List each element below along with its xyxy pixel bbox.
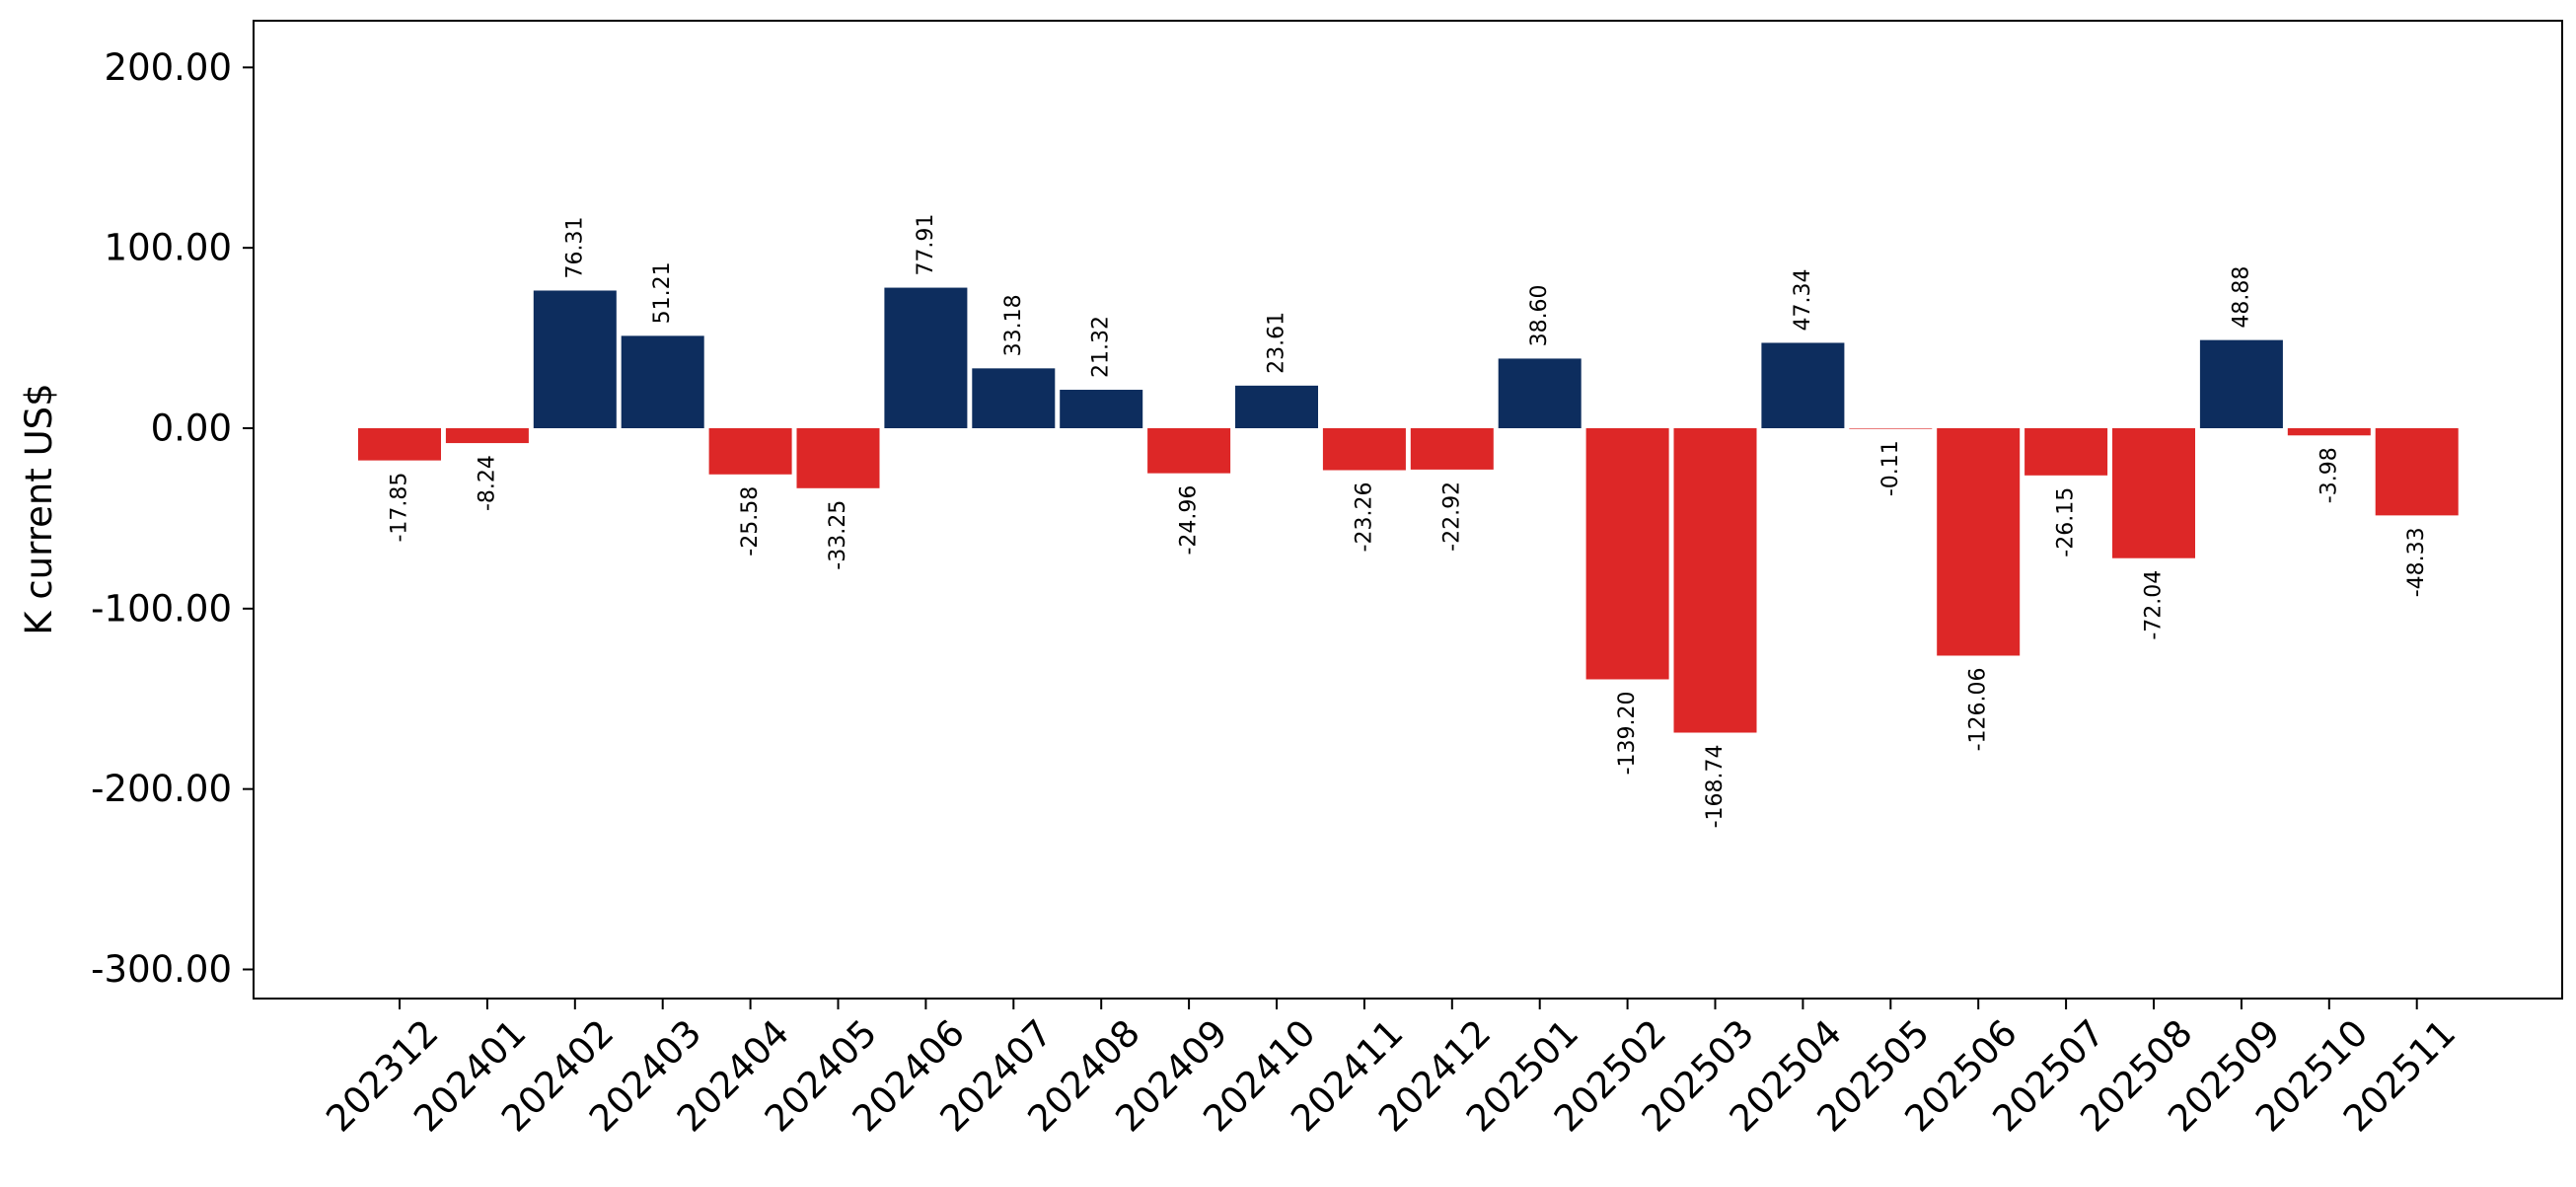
y-tick-label: -100.00: [91, 587, 232, 630]
data-label-202501: 38.60: [1527, 284, 1552, 346]
bar-202406: [884, 287, 968, 428]
bar-202312: [358, 428, 441, 461]
bar-202411: [1322, 428, 1406, 471]
bar-202508: [2112, 428, 2195, 558]
data-label-202407: 33.18: [1001, 294, 1026, 356]
data-label-202503: -168.74: [1703, 745, 1728, 829]
bar-202410: [1235, 385, 1318, 428]
bar-202504: [1761, 342, 1845, 428]
bar-202502: [1585, 428, 1669, 680]
bar-202511: [2375, 428, 2459, 516]
bar-202409: [1147, 428, 1231, 474]
y-tick-label: -200.00: [91, 768, 232, 810]
data-label-202402: 76.31: [562, 216, 587, 278]
y-tick-label: -300.00: [91, 948, 232, 991]
bar-202403: [621, 335, 704, 428]
data-label-202411: -23.26: [1352, 482, 1376, 553]
bar-202407: [972, 368, 1056, 428]
bar-202402: [533, 290, 617, 428]
y-tick-label: 100.00: [105, 227, 232, 269]
data-label-202412: -22.92: [1439, 482, 1464, 552]
data-label-202502: -139.20: [1615, 691, 1640, 775]
bar-202405: [796, 428, 880, 488]
data-label-202401: -8.24: [475, 455, 499, 511]
data-label-202404: -25.58: [738, 486, 763, 556]
data-label-202506: -126.06: [1966, 667, 1991, 751]
bar-202510: [2287, 428, 2371, 436]
data-label-202511: -48.33: [2404, 527, 2429, 597]
data-label-202408: 21.32: [1089, 316, 1114, 378]
data-label-202405: -33.25: [826, 500, 850, 570]
bar-202505: [1849, 428, 1933, 429]
data-label-202507: -26.15: [2054, 487, 2079, 557]
bar-202509: [2199, 339, 2283, 428]
data-label-202410: 23.61: [1265, 312, 1289, 374]
bars-layer: [358, 287, 2459, 733]
bar-202501: [1498, 358, 1582, 428]
bar-202408: [1060, 390, 1143, 428]
data-label-202508: -72.04: [2142, 570, 2167, 640]
y-axis-label: K current US$: [18, 383, 60, 634]
data-label-202403: 51.21: [650, 261, 675, 324]
bar-202412: [1410, 428, 1494, 470]
y-tick-label: 0.00: [151, 408, 232, 450]
bar-202506: [1937, 428, 2021, 656]
bar-202401: [445, 428, 529, 444]
data-label-202409: -24.96: [1177, 485, 1202, 556]
data-label-202510: -3.98: [2317, 447, 2341, 503]
data-label-202312: -17.85: [388, 473, 412, 543]
x-axis: 2023122024012024022024032024042024052024…: [318, 999, 2464, 1140]
bar-202507: [2024, 428, 2108, 476]
data-labels-layer: -17.85 -8.24 76.31 51.21 -25.58 -33.25 77.91 33…: [388, 214, 2430, 829]
data-label-202406: 77.91: [914, 214, 938, 276]
y-tick-label: 200.00: [105, 46, 232, 89]
data-label-202505: -0.11: [1878, 440, 1903, 496]
data-label-202504: 47.34: [1791, 268, 1815, 331]
bar-202503: [1673, 428, 1757, 733]
bar-202404: [708, 428, 792, 475]
plot-frame: [253, 20, 2563, 1000]
data-label-202509: 48.88: [2229, 266, 2253, 329]
y-axis: 200.00 100.00 0.00 -100.00 -200.00 -300.00: [91, 46, 254, 991]
